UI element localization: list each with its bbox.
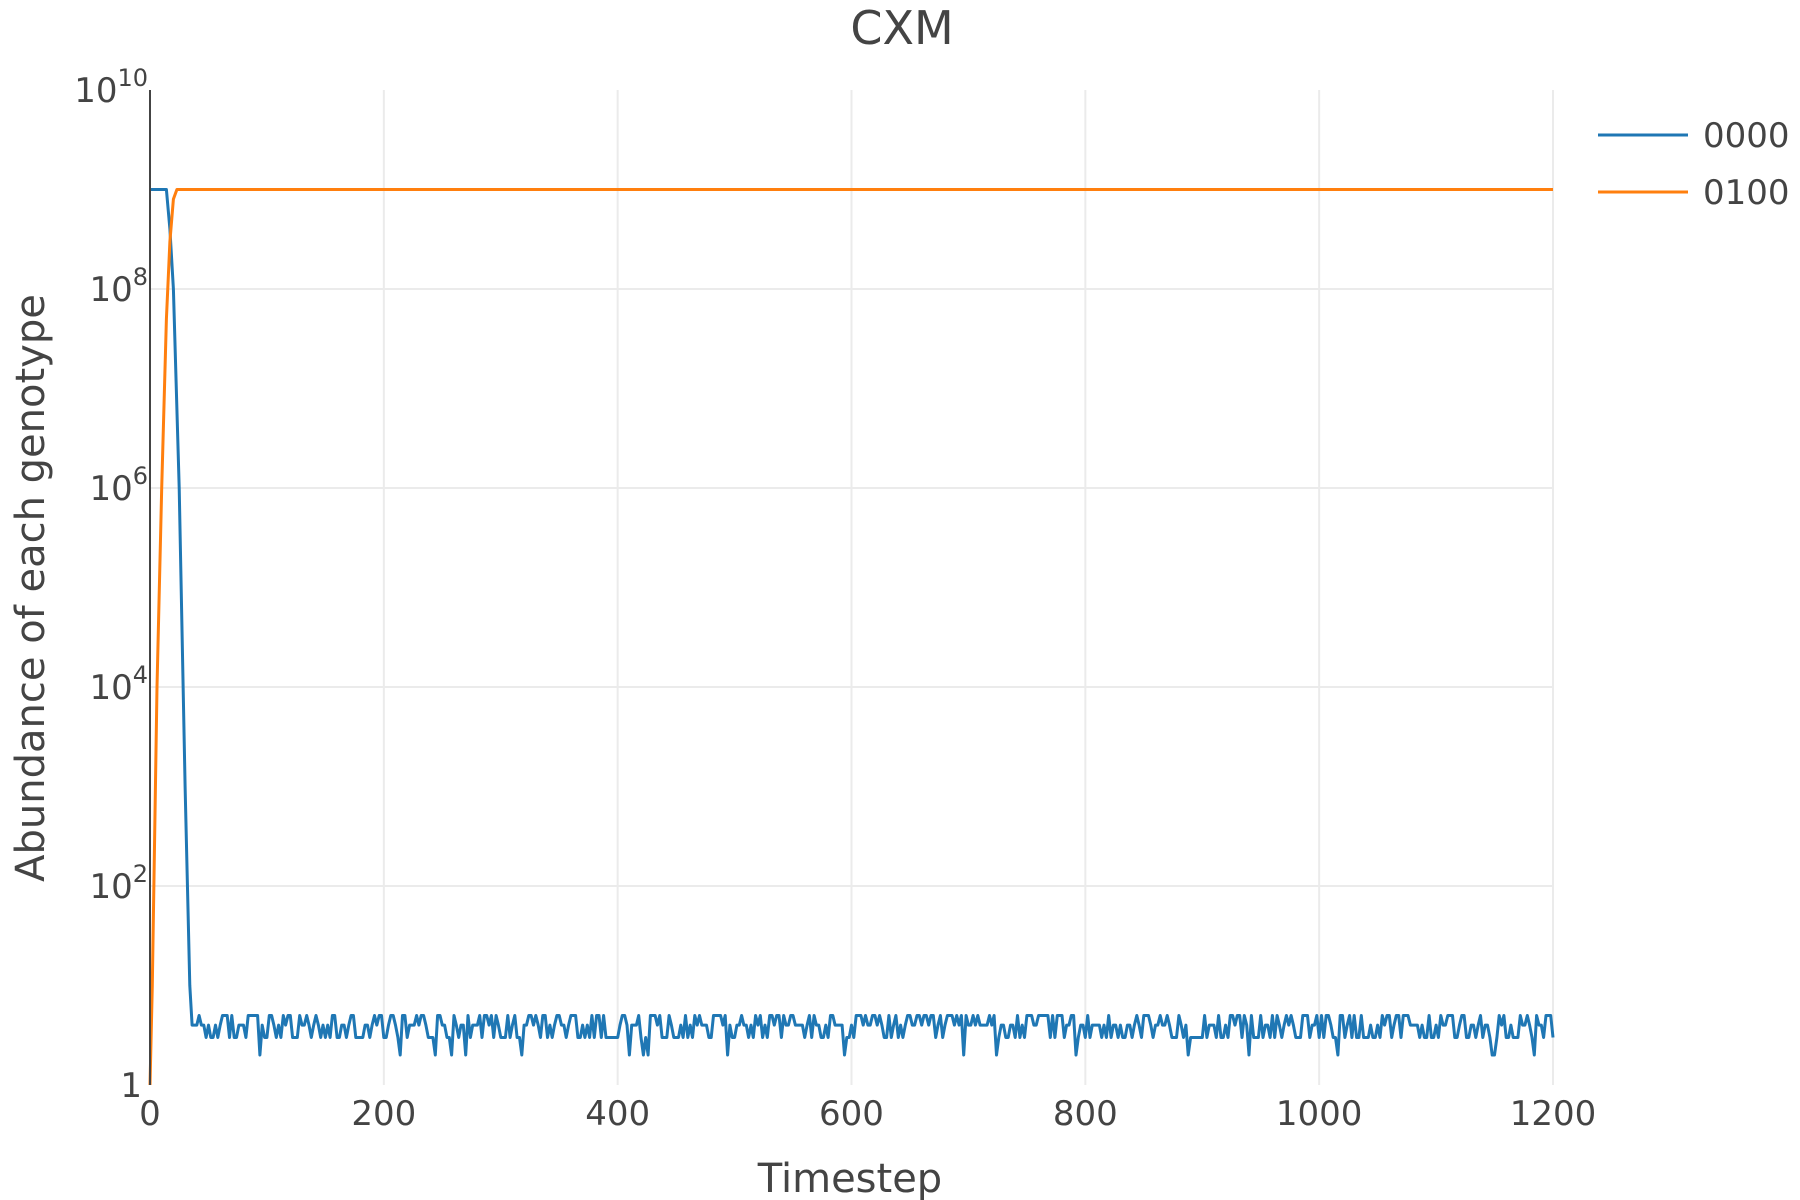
legend: 0000 0100 [1598,116,1790,213]
series-layer [148,188,1555,1086]
y-tick-label: 102 [89,860,148,907]
y-tick-label: 1010 [74,64,148,111]
x-tick-label: 1200 [1510,1094,1597,1134]
legend-label-0000: 0000 [1703,116,1790,156]
x-tick-label: 0 [139,1094,161,1134]
x-axis-title: Timestep [757,1156,942,1200]
x-tick-label: 800 [1053,1094,1118,1134]
y-tick-label: 108 [89,263,148,310]
x-tick-label: 400 [585,1094,650,1134]
y-tick-label: 1 [120,1066,142,1106]
y-axis-title: Abundance of each genotype [8,294,54,882]
series-line-0100 [148,188,1553,1086]
y-tick-label: 104 [89,661,148,708]
x-tick-label: 600 [819,1094,884,1134]
chart-title: CXM [850,1,953,55]
grid-layer [150,90,1554,1085]
legend-label-0100: 0100 [1703,173,1790,213]
x-tick-label: 1000 [1276,1094,1363,1134]
tick-layer: 0 200 400 600 800 1000 1200 1 102 104 106 108 1010 [74,64,1596,1134]
series-line-0000 [150,188,1555,1057]
y-tick-label: 106 [89,462,148,509]
x-tick-label: 200 [351,1094,416,1134]
